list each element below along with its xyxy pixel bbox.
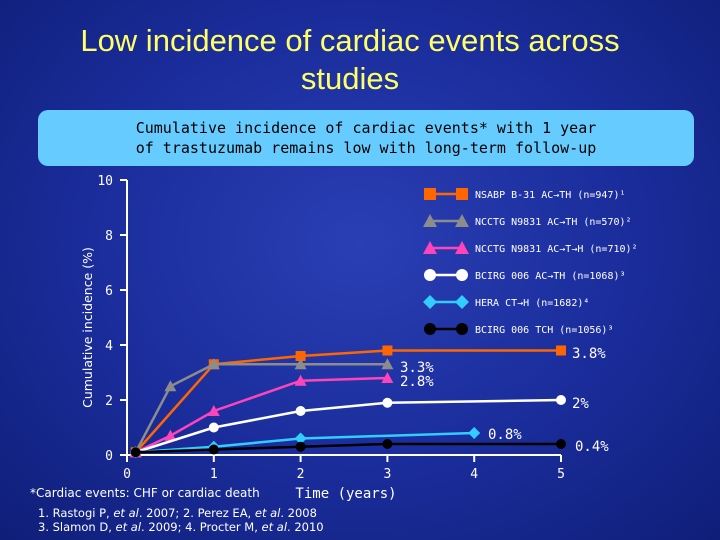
data-label: 2.8%: [400, 374, 434, 390]
legend-label: NSABP B-31 AC→TH (n=947)¹: [475, 190, 626, 201]
data-point: [207, 405, 220, 416]
legend-label: HERA CT→H (n=1682)⁴: [475, 298, 589, 309]
series-4: [129, 427, 481, 459]
series-line: [135, 431, 475, 454]
y-axis-label: Cumulative incidence (%): [80, 247, 95, 408]
legend-marker: [456, 188, 468, 200]
slide-title-line-2: studies: [300, 61, 400, 96]
data-label: 3.3%: [400, 360, 434, 376]
data-point: [207, 358, 220, 370]
et-al-text: et al: [261, 520, 288, 534]
data-point: [164, 380, 177, 392]
legend-marker: [423, 295, 437, 309]
data-point: [556, 395, 566, 405]
data-point: [295, 406, 306, 416]
x-tick-label: 0: [123, 467, 131, 482]
et-al-text: et al: [113, 506, 139, 520]
legend-marker: [424, 188, 436, 200]
data-point: [556, 345, 566, 356]
y-tick-label: 4: [105, 339, 113, 354]
data-point: [208, 444, 219, 455]
legend-label: BCIRG 006 AC→TH (n=1068)³: [475, 271, 626, 282]
legend-marker: [455, 214, 469, 227]
data-point: [381, 358, 394, 370]
y-tick-label: 2: [105, 394, 113, 409]
legend-marker: [424, 323, 436, 335]
reference-text: . 2007; 2. Perez EA,: [138, 506, 255, 520]
data-point: [294, 358, 307, 370]
y-tick-label: 0: [105, 449, 113, 464]
reference-text: . 2009; 4. Procter M,: [141, 520, 262, 534]
data-point: [294, 374, 307, 386]
data-point: [208, 422, 219, 433]
banner-line-2: of trastuzumab remains low with long-ter…: [135, 139, 597, 157]
et-al-text: et al: [254, 506, 281, 520]
x-tick-label: 5: [557, 467, 565, 482]
data-label: 0.8%: [488, 427, 522, 443]
x-tick-label: 1: [210, 467, 218, 482]
et-al-text: et al: [115, 520, 142, 534]
legend-marker: [456, 269, 468, 281]
series-5: [130, 439, 566, 458]
reference-line: 3. Slamon D, et al. 2009; 4. Procter M, …: [38, 520, 324, 534]
data-point: [556, 439, 566, 449]
legend-marker: [455, 241, 469, 254]
y-tick-label: 6: [105, 284, 113, 299]
data-point: [381, 372, 394, 383]
legend-marker: [455, 295, 469, 309]
legend-label: NCCTG N9831 AC→TH (n=570)²: [475, 217, 632, 228]
x-tick-label: 2: [297, 467, 305, 482]
data-label: 0.4%: [575, 439, 609, 455]
reference-line: 1. Rastogi P, et al. 2007; 2. Perez EA, …: [38, 506, 324, 520]
summary-banner: Cumulative incidence of cardiac events* …: [38, 110, 694, 166]
reference-text: . 2010: [287, 520, 324, 534]
x-tick-label: 3: [383, 467, 391, 482]
data-point: [130, 447, 141, 458]
footnote: *Cardiac events: CHF or cardiac death: [30, 486, 260, 500]
banner-line-1: Cumulative incidence of cardiac events* …: [135, 119, 597, 137]
data-point: [295, 351, 306, 361]
reference-text: 3. Slamon D,: [38, 520, 116, 534]
reference-text: . 2008: [280, 506, 317, 520]
legend-marker: [423, 241, 437, 254]
references: 1. Rastogi P, et al. 2007; 2. Perez EA, …: [38, 506, 324, 534]
data-point: [468, 427, 481, 439]
x-axis-label: Time (years): [295, 486, 396, 502]
data-label: 2%: [572, 396, 589, 412]
slide-title: Low incidence of cardiac events across s…: [20, 22, 680, 98]
legend-marker: [424, 269, 436, 281]
legend-marker: [423, 214, 437, 227]
y-tick-label: 8: [105, 229, 113, 244]
x-tick-label: 4: [470, 467, 478, 482]
series-3: [130, 395, 566, 458]
legend-label: BCIRG 006 TCH (n=1056)³: [475, 325, 613, 336]
legend-marker: [456, 323, 468, 335]
data-point: [382, 345, 393, 356]
data-point: [164, 429, 177, 441]
data-point: [295, 441, 306, 452]
data-point: [294, 432, 307, 445]
data-point: [382, 439, 393, 449]
y-tick-label: 10: [97, 174, 113, 189]
data-point: [382, 397, 393, 408]
reference-text: 1. Rastogi P,: [38, 506, 114, 520]
legend-label: NCCTG N9831 AC→T→H (n=710)²: [475, 244, 638, 255]
legend: NSABP B-31 AC→TH (n=947)¹ NCCTG N9831 AC→…: [423, 188, 638, 336]
slide-title-line-1: Low incidence of cardiac events across: [80, 23, 620, 58]
data-label: 3.8%: [572, 346, 606, 362]
